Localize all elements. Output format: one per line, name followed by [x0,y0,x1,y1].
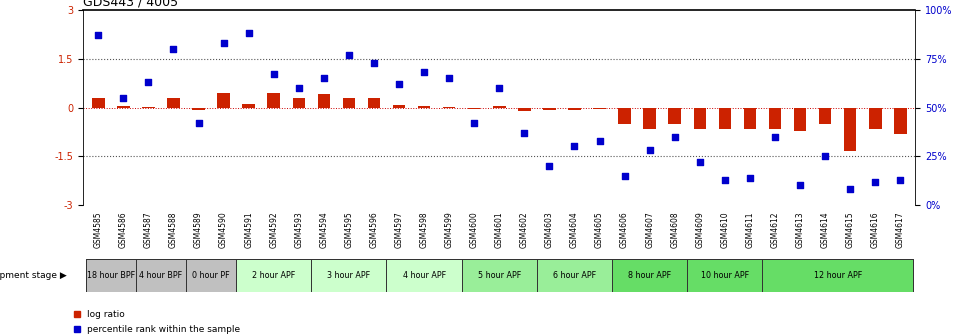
Bar [142,107,155,108]
Point [366,60,381,66]
Bar [618,108,630,124]
Bar [718,108,731,129]
Bar [818,108,830,124]
Bar [593,108,605,109]
Point [266,72,282,77]
Bar [687,259,762,292]
Point [892,177,908,182]
Text: 10 hour APF: 10 hour APF [700,271,748,280]
Point [215,41,231,46]
Bar [467,108,480,109]
Point [642,148,657,153]
Bar [342,98,355,108]
Point [90,33,106,38]
Bar [893,108,906,134]
Bar [392,105,405,108]
Text: 4 hour APF: 4 hour APF [402,271,445,280]
Point [541,163,556,169]
Bar [167,98,180,108]
Bar [368,98,379,108]
Bar [86,259,136,292]
Bar [743,108,755,129]
Bar [267,93,280,108]
Bar [768,108,780,129]
Text: 8 hour APF: 8 hour APF [628,271,671,280]
Point [441,76,457,81]
Text: 18 hour BPF: 18 hour BPF [87,271,135,280]
Point [566,144,582,149]
Point [340,52,356,57]
Point [191,120,206,126]
Bar [92,98,105,108]
Text: GDS443 / 4005: GDS443 / 4005 [83,0,178,9]
Bar [462,259,536,292]
Point [165,46,181,52]
Bar [567,108,580,110]
Bar [192,108,204,110]
Text: 4 hour BPF: 4 hour BPF [139,271,182,280]
Bar [236,259,311,292]
Point [416,70,431,75]
Bar [793,108,806,131]
Text: 12 hour APF: 12 hour APF [813,271,861,280]
Bar [868,108,880,129]
Point [241,31,256,36]
Bar [386,259,462,292]
Bar [292,98,305,108]
Bar [643,108,655,129]
Point [141,80,156,85]
Bar [843,108,856,151]
Point [841,187,857,192]
Bar [217,93,230,108]
Point [466,120,481,126]
Point [691,159,707,165]
Bar [136,259,186,292]
Point [741,175,757,180]
Bar [668,108,681,124]
Point [867,179,882,184]
Text: 5 hour APF: 5 hour APF [477,271,520,280]
Point [516,130,532,135]
Point [290,85,306,91]
Bar [311,259,386,292]
Point [115,95,131,100]
Bar [442,107,455,108]
Point [616,173,632,178]
Text: development stage ▶: development stage ▶ [0,271,67,280]
Point [767,134,782,139]
Bar [243,103,254,108]
Bar [317,94,330,108]
Point [716,177,732,182]
Text: 3 hour APF: 3 hour APF [327,271,370,280]
Bar [536,259,611,292]
Text: 0 hour PF: 0 hour PF [192,271,230,280]
Text: log ratio: log ratio [87,310,125,319]
Point [791,183,807,188]
Bar [418,106,430,108]
Point [316,76,332,81]
Bar [186,259,236,292]
Bar [611,259,687,292]
Point [666,134,682,139]
Bar [543,108,556,110]
Bar [493,106,505,108]
Bar [762,259,911,292]
Bar [517,108,530,112]
Point [817,154,832,159]
Bar [692,108,705,129]
Text: 2 hour APF: 2 hour APF [251,271,295,280]
Text: 6 hour APF: 6 hour APF [553,271,596,280]
Point [491,85,507,91]
Point [591,138,606,143]
Point [391,81,407,87]
Text: percentile rank within the sample: percentile rank within the sample [87,325,240,334]
Bar [117,106,129,108]
